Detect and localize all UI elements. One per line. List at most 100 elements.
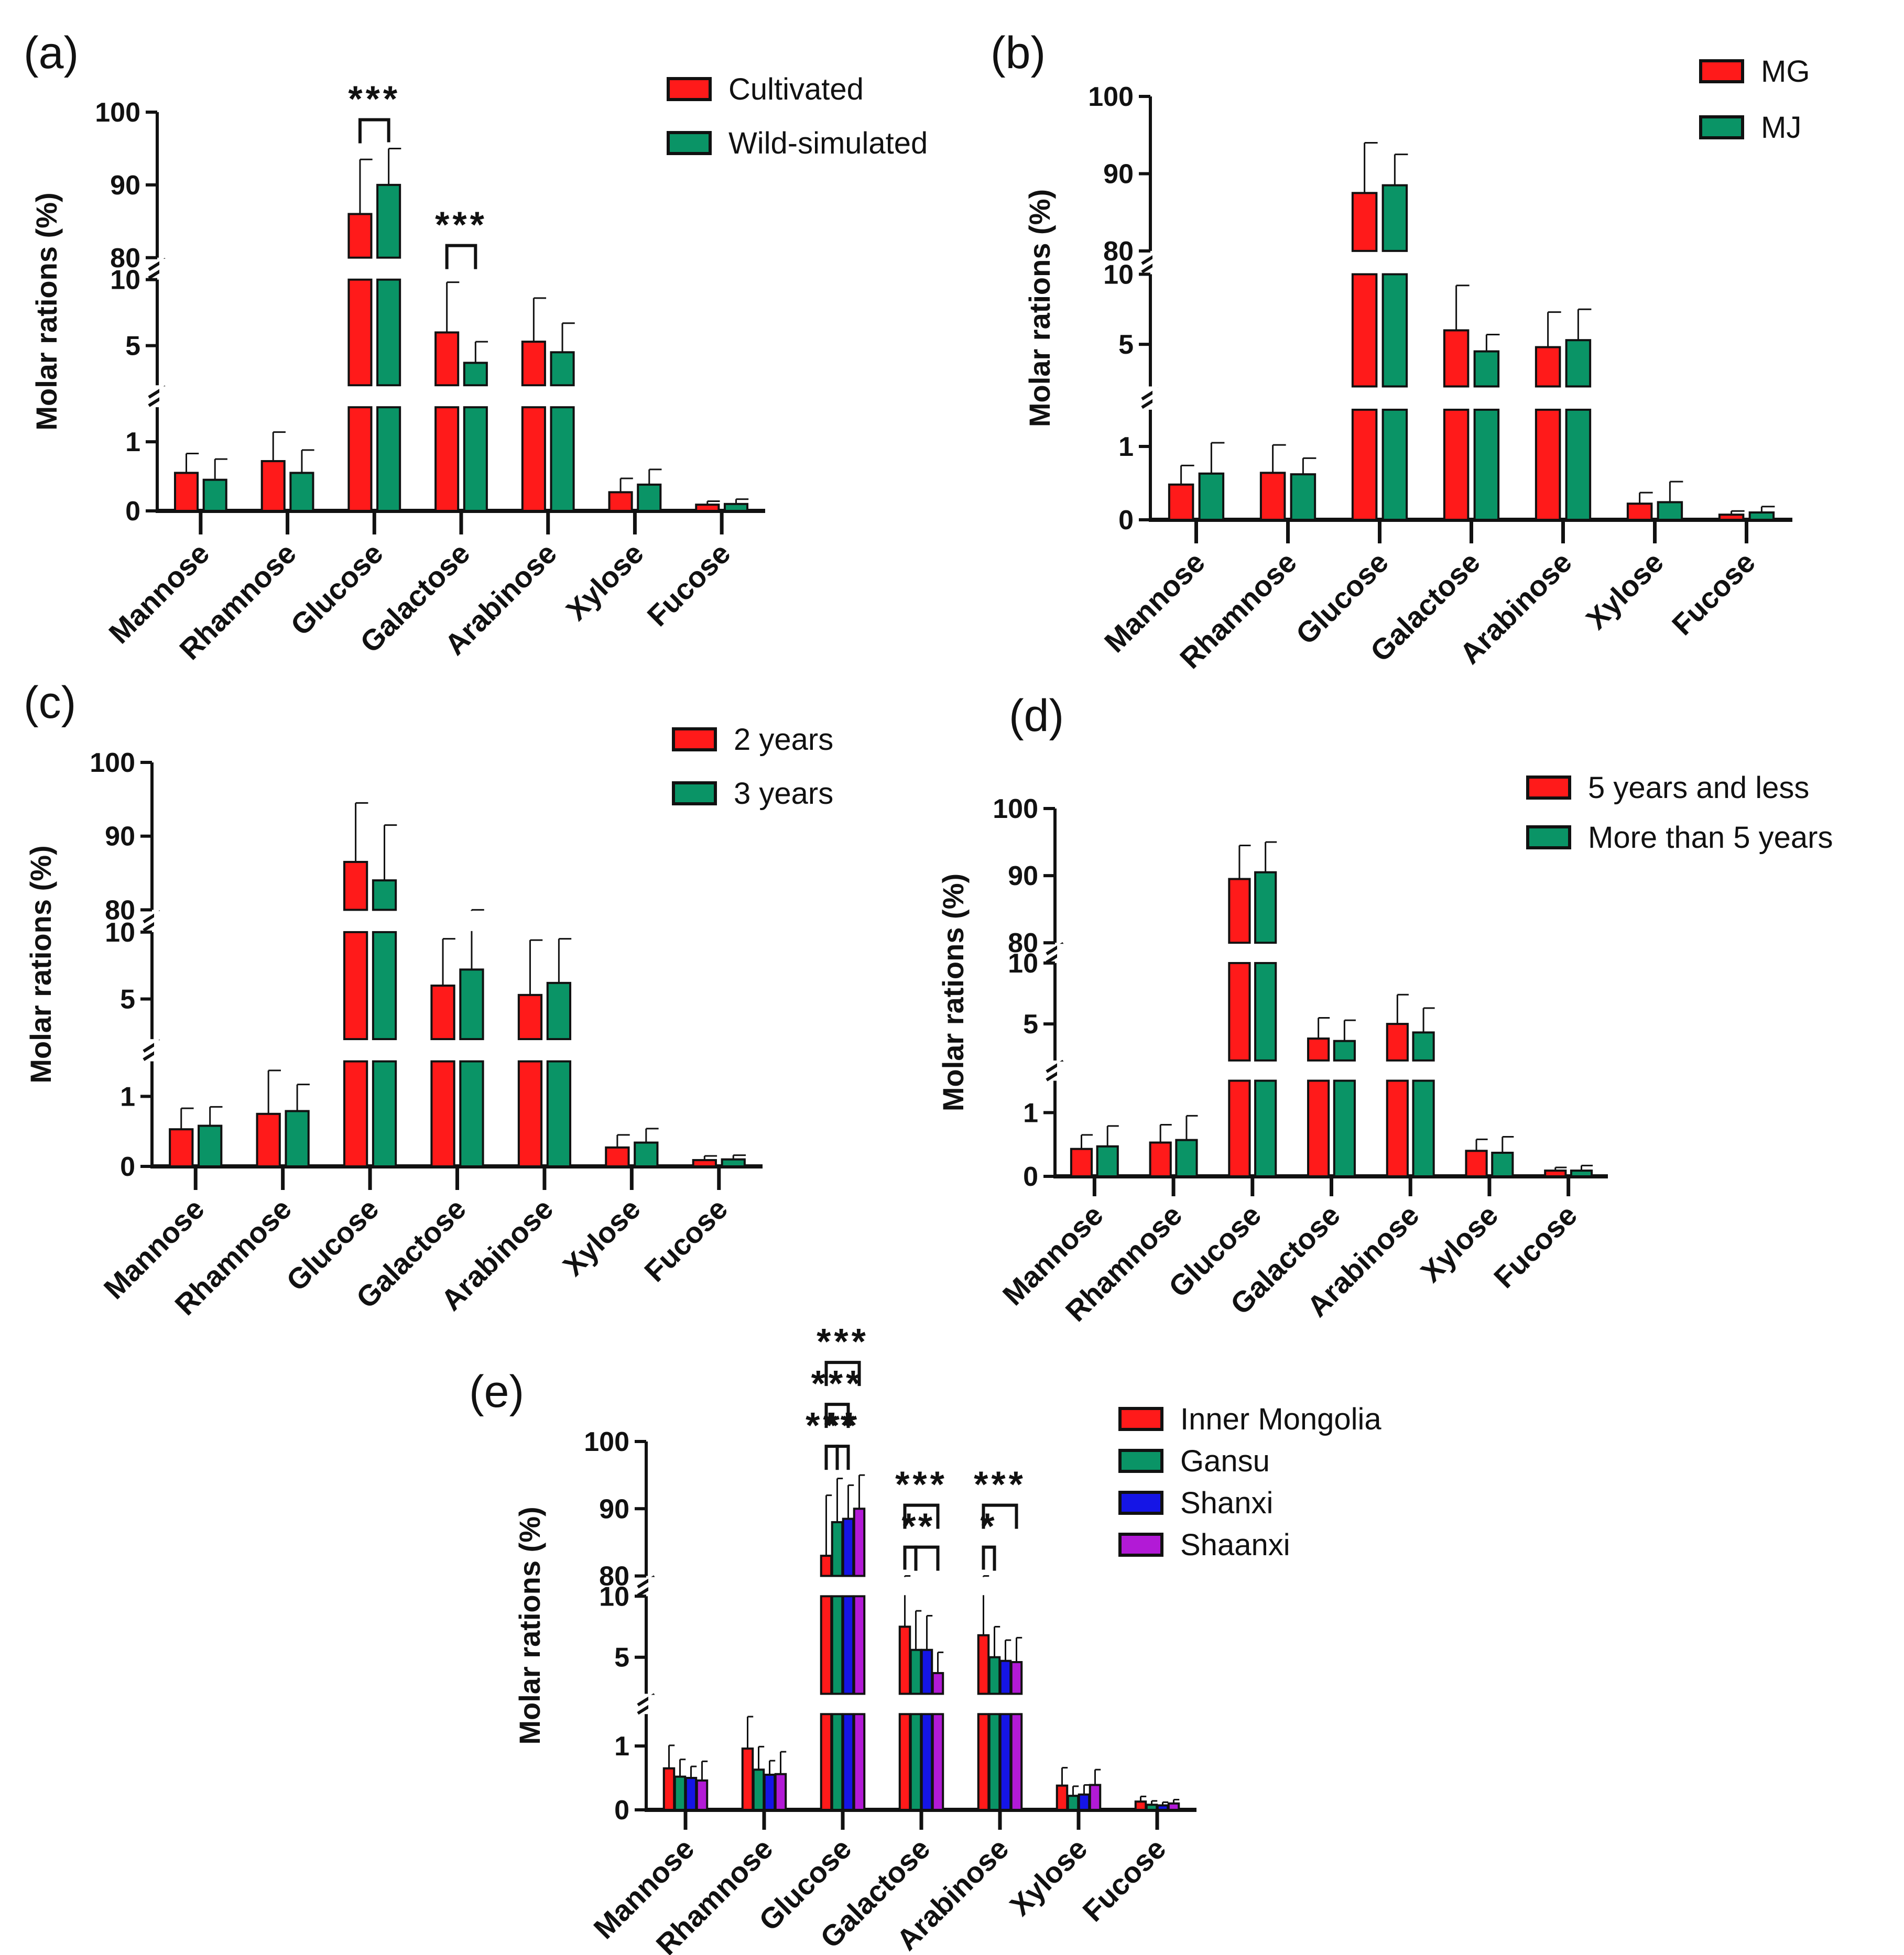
bar-5-years-and-less-xylose xyxy=(1465,1138,1488,1177)
bar-rect xyxy=(1175,1139,1198,1177)
legend-swatch xyxy=(672,781,717,805)
bar-more-than-5-years-arabinose xyxy=(1412,1007,1435,1177)
bar-rect xyxy=(550,351,575,387)
legend-label: 2 years xyxy=(734,723,833,757)
bar-rect xyxy=(459,968,484,1041)
bar-rect xyxy=(988,1713,1001,1811)
bar-rect xyxy=(1570,1170,1593,1178)
bar-rect xyxy=(1381,184,1408,252)
bar-wild-simulated-xylose xyxy=(637,468,662,512)
bar-rect xyxy=(1290,473,1317,521)
bar-rect xyxy=(695,504,720,512)
bar-rect xyxy=(1198,472,1225,521)
bar-rect xyxy=(1254,871,1277,944)
axis-break-gap xyxy=(648,1695,1199,1713)
bar-5-years-and-less-rhamnose xyxy=(1149,1123,1172,1177)
y-tick-label: 5 xyxy=(1023,1009,1038,1040)
bar-inner-mongolia-rhamnose xyxy=(741,1716,754,1811)
bar-shanxi-glucose xyxy=(842,1484,855,1811)
bar-inner-mongolia-glucose xyxy=(820,1494,833,1811)
y-tick-label: 90 xyxy=(1103,159,1134,189)
legend-label: Shaanxi xyxy=(1180,1528,1290,1562)
bar-rect xyxy=(1168,483,1194,521)
bar-5-years-and-less-fucose xyxy=(1544,1166,1567,1178)
bar-mj-fucose xyxy=(1748,506,1775,521)
bracket-line xyxy=(982,1545,996,1571)
bar-mj-mannose xyxy=(1198,442,1225,521)
bar-rect xyxy=(1443,408,1470,521)
bar-mg-xylose xyxy=(1626,492,1653,521)
bar-rect xyxy=(695,1779,709,1811)
bar-rect xyxy=(1535,346,1561,388)
bar-rect xyxy=(434,406,460,512)
bar-rect xyxy=(842,1713,855,1811)
bar-rect xyxy=(1228,962,1251,1062)
bar-rect xyxy=(842,1595,855,1695)
significance-stars: ** xyxy=(825,1405,860,1446)
bar-inner-mongolia-xylose xyxy=(1056,1767,1069,1811)
bar-shanxi-xylose xyxy=(1078,1784,1091,1811)
bar-rect xyxy=(920,1648,933,1695)
significance-bracket: *** xyxy=(435,204,484,269)
legend-label: Cultivated xyxy=(728,72,864,106)
y-tick-label: 80 xyxy=(599,1561,629,1592)
bracket-line xyxy=(824,1361,861,1386)
legend-swatch xyxy=(1526,825,1571,849)
bar-rect xyxy=(920,1713,933,1811)
bar-rect xyxy=(1473,408,1500,521)
bar-mg-glucose xyxy=(1351,141,1378,521)
bar-rect xyxy=(459,1060,484,1168)
bracket-line xyxy=(903,1545,918,1571)
legend-swatch xyxy=(672,727,717,751)
bar-rect xyxy=(347,406,373,512)
bar-3-years-mannose xyxy=(198,1106,223,1167)
significance-bracket: *** xyxy=(895,1464,944,1529)
y-tick-label: 80 xyxy=(1103,236,1134,267)
bar-rect xyxy=(376,183,401,259)
bar-rect xyxy=(909,1648,922,1695)
bar-rect xyxy=(1381,273,1408,388)
bar-rect xyxy=(853,1508,866,1577)
significance-stars: * xyxy=(918,1506,935,1547)
bar-mj-arabinose xyxy=(1565,308,1592,521)
bar-gansu-galactose xyxy=(909,1610,922,1811)
bar-more-than-5-years-rhamnose xyxy=(1175,1115,1198,1177)
bar-3-years-galactose xyxy=(459,909,484,1168)
bar-rect xyxy=(692,1159,717,1168)
bracket-line xyxy=(982,1503,1018,1529)
bar-wild-simulated-arabinose xyxy=(550,322,575,512)
legend-label: MJ xyxy=(1761,111,1801,145)
bar-rect xyxy=(173,472,199,512)
legend-swatch xyxy=(1118,1533,1163,1557)
panel-label: (b) xyxy=(991,28,1046,78)
bar-rect xyxy=(763,1773,776,1811)
legend-label: Gansu xyxy=(1180,1444,1270,1478)
bar-rect xyxy=(1748,511,1775,521)
significance-stars: *** xyxy=(811,1363,864,1404)
bar-rect xyxy=(198,1124,223,1167)
bar-rect xyxy=(1167,1802,1180,1811)
y-tick-label: 10 xyxy=(1103,259,1134,290)
bar-rect xyxy=(1134,1800,1147,1811)
bar-mj-galactose xyxy=(1473,333,1500,521)
bar-rect xyxy=(1386,1023,1409,1062)
bar-rect xyxy=(347,278,373,387)
bar-rect xyxy=(1307,1037,1330,1062)
y-tick-label: 5 xyxy=(614,1643,629,1673)
y-tick-label: 0 xyxy=(1118,505,1134,536)
bar-rect xyxy=(430,984,455,1041)
bar-rect xyxy=(999,1713,1012,1811)
significance-stars: *** xyxy=(974,1464,1026,1505)
bar-mj-glucose xyxy=(1381,154,1408,521)
bar-2-years-mannose xyxy=(169,1107,194,1168)
bar-rect xyxy=(1307,1079,1330,1177)
bar-3-years-fucose xyxy=(721,1154,746,1167)
bar-rect xyxy=(430,1060,455,1168)
bar-rect xyxy=(169,1128,194,1168)
bar-rect xyxy=(774,1773,787,1811)
bar-rect xyxy=(977,1713,990,1811)
